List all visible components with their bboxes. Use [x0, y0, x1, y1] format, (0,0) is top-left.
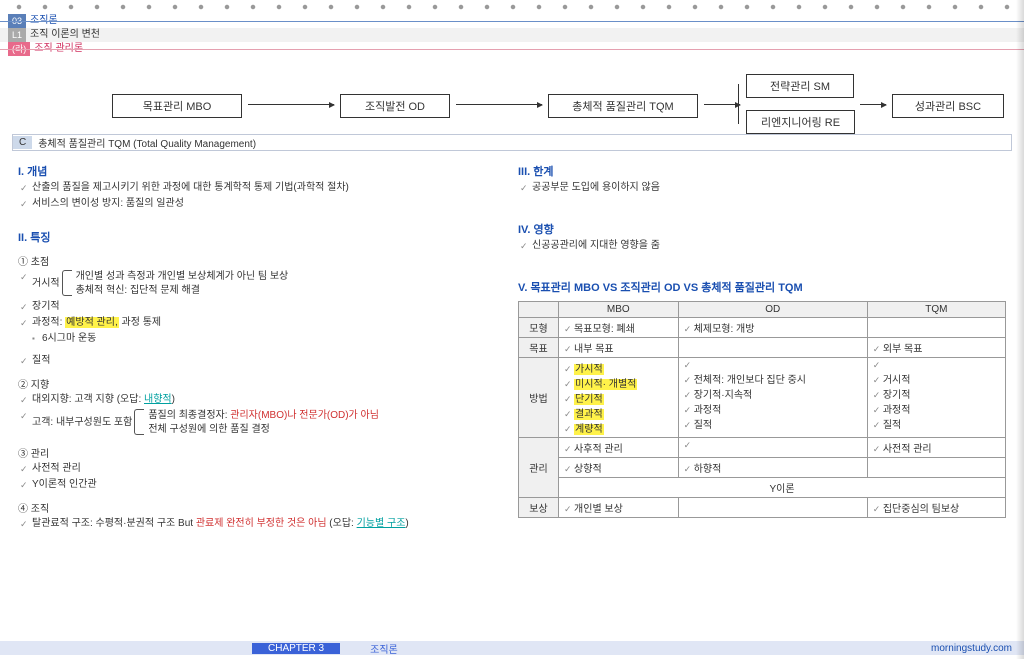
table-cell: [678, 338, 867, 358]
h-compare: V. 목표관리 MBO VS 조직관리 OD VS 총체적 품질관리 TQM: [518, 279, 1006, 295]
table-cell: 가시적미시적· 개별적단기적결과적계량적: [559, 358, 679, 438]
flow-box: 성과관리 BSC: [892, 94, 1004, 118]
teal-text: 기능별 구조: [357, 518, 406, 529]
flow-box: 리엔지니어링 RE: [746, 110, 855, 134]
table-cell: 사전적 관리: [867, 438, 1005, 458]
bullet-macro: 거시적 개인별 성과 측정과 개인별 보상체계가 아닌 팀 보상 총체적 혁신:…: [18, 270, 498, 298]
flow-arrow: [456, 104, 542, 105]
bullet: 신공공관리에 지대한 영향을 줌: [518, 239, 1006, 253]
footer-site: morningstudy.com: [931, 643, 1012, 654]
bullet: 질적: [18, 354, 498, 368]
flow-connector: [738, 104, 739, 124]
table-row-label: 목표: [519, 338, 559, 358]
table-cell: 개인별 보상: [559, 498, 679, 518]
table-row-label: 모형: [519, 318, 559, 338]
tag-l1: L1: [8, 28, 26, 42]
table-cell: 목표모형: 폐쇄: [559, 318, 679, 338]
left-column: I. 개념 산출의 품질을 제고시키기 위한 과정에 대한 통계학적 통제 기법…: [18, 157, 498, 533]
bullet: 공공부문 도입에 용이하지 않음: [518, 181, 1006, 195]
flow-arrow: [704, 104, 740, 105]
flow-arrow: [248, 104, 334, 105]
bullet: 사전적 관리: [18, 462, 498, 476]
header-row-1: 03 조직론: [0, 14, 1024, 28]
table-header: MBO: [559, 302, 679, 318]
comparison-table: MBOODTQM 모형목표모형: 폐쇄체제모형: 개방목표내부 목표 외부 목표방법…: [518, 301, 1006, 518]
table-cell: 체제모형: 개방: [678, 318, 867, 338]
bullet: 장기적: [18, 300, 498, 314]
page-shadow: [1016, 0, 1024, 659]
h-limit: III. 한계: [518, 163, 1006, 179]
table-cell: [678, 438, 867, 458]
footer-chapter: CHAPTER 3: [252, 643, 340, 654]
h-feature: II. 특징: [18, 229, 498, 245]
highlight: 예방적 관리,: [65, 317, 119, 328]
right-column: III. 한계 공공부문 도입에 용이하지 않음 IV. 영향 신공공관리에 지…: [518, 157, 1006, 533]
footer-title: 조직론: [370, 641, 398, 656]
bullet: 대외지향: 고객 지향 (오답: 내향적): [18, 393, 498, 407]
table-cell: [867, 318, 1005, 338]
flow-box: 총체적 품질관리 TQM: [548, 94, 698, 118]
flow-box: 전략관리 SM: [746, 74, 854, 98]
macro-label: 거시적: [32, 277, 60, 291]
header-row-3: (라) 조직 관리론: [0, 42, 1024, 56]
header-row-2: L1 조직 이론의 변천: [0, 28, 1024, 42]
flow-box: 조직발전 OD: [340, 94, 450, 118]
sub-bullet: 6시그마 운동: [18, 332, 498, 346]
bullet-customer: 고객: 내부구성원도 포함 품질의 최종결정자: 관리자(MBO)나 전문가(O…: [18, 409, 498, 437]
table-cell-span: Y이론: [559, 478, 1006, 498]
flow-connector: [738, 84, 739, 104]
brace-line: 품질의 최종결정자: 관리자(MBO)나 전문가(OD)가 아님: [148, 409, 379, 423]
flow-diagram: 목표관리 MBO조직발전 OD총체적 품질관리 TQM전략관리 SM리엔지니어링…: [30, 80, 994, 126]
brace-line: 개인별 성과 측정과 개인별 보상체계가 아닌 팀 보상: [76, 270, 289, 284]
h-concept: I. 개념: [18, 163, 498, 179]
bullet: 산출의 품질을 제고시키기 위한 과정에 대한 통계학적 통제 기법(과학적 절…: [18, 181, 498, 195]
table-cell: 외부 목표: [867, 338, 1005, 358]
sub-heading-2: ② 지향: [18, 376, 498, 391]
table-cell: 집단중심의 팀보상: [867, 498, 1005, 518]
table-cell: 상향적: [559, 458, 679, 478]
bullet: Y이론적 인간관: [18, 478, 498, 492]
table-cell: 내부 목표: [559, 338, 679, 358]
table-cell: [678, 498, 867, 518]
red-text: 관리자(MBO)나 전문가(OD)가 아님: [230, 410, 379, 421]
section-title: 총체적 품질관리 TQM (Total Quality Management): [38, 135, 256, 150]
table-cell: 사후적 관리: [559, 438, 679, 458]
sub-heading-4: ④ 조직: [18, 500, 498, 515]
table-cell: 거시적장기적과정적질적: [867, 358, 1005, 438]
h-impact: IV. 영향: [518, 221, 1006, 237]
bullet: 과정적: 예방적 관리, 과정 통제: [18, 316, 498, 330]
flow-box: 목표관리 MBO: [112, 94, 242, 118]
table-cell: 하향적: [678, 458, 867, 478]
table-row-label: 보상: [519, 498, 559, 518]
red-text: 관료제 완전히 부정한 것은 아님: [196, 518, 327, 529]
section-badge: C: [13, 136, 32, 149]
table-header: TQM: [867, 302, 1005, 318]
table-cell: 전체적: 개인보다 집단 중시장기적·지속적과정적질적: [678, 358, 867, 438]
header-title-2: 조직 이론의 변천: [30, 28, 100, 42]
teal-text: 내향적: [144, 394, 172, 405]
flow-arrow: [860, 104, 886, 105]
brace-line: 전체 구성원에 의한 품질 결정: [148, 423, 379, 437]
table-header: OD: [678, 302, 867, 318]
spiral-binding: [0, 0, 1024, 14]
table-row-label: 관리: [519, 438, 559, 498]
table-row-label: 방법: [519, 358, 559, 438]
sub-heading-1: ① 초점: [18, 253, 498, 268]
bullet: 탈관료적 구조: 수평적·분권적 구조 But 관료제 완전히 부정한 것은 아…: [18, 517, 498, 531]
section-bar: C 총체적 품질관리 TQM (Total Quality Management…: [12, 134, 1012, 151]
table-cell: [867, 458, 1005, 478]
bullet: 서비스의 변이성 방지: 품질의 일관성: [18, 197, 498, 211]
footer: CHAPTER 3 조직론 morningstudy.com: [0, 641, 1024, 655]
brace-line: 총체적 혁신: 집단적 문제 해결: [76, 284, 289, 298]
sub-heading-3: ③ 관리: [18, 445, 498, 460]
